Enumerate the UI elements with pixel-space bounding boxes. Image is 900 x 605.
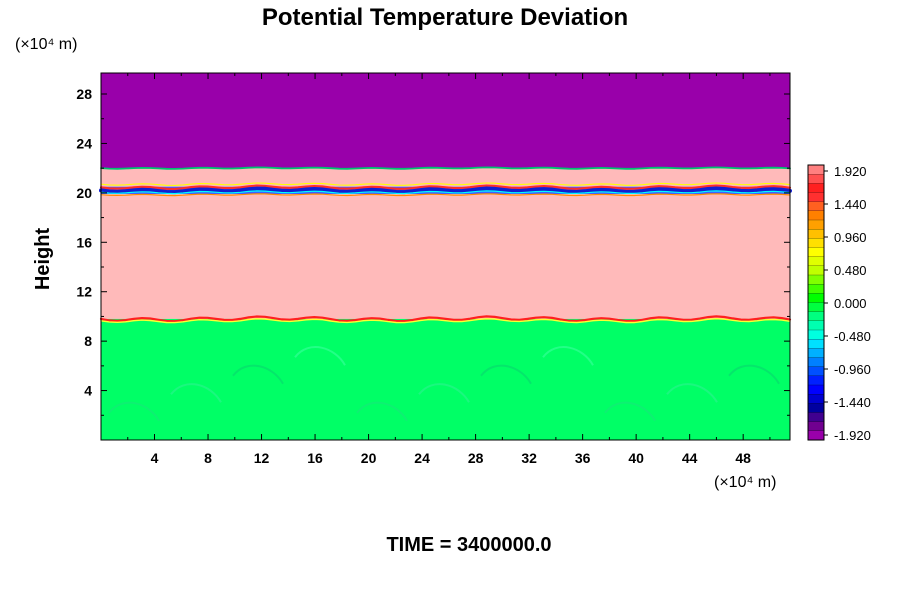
colorbar-segment [807,320,825,331]
lower-swirl-9 [604,401,656,422]
colorbar-segment [807,311,825,322]
lower-swirl-5 [356,401,408,422]
chart-title: Potential Temperature Deviation [262,4,628,31]
colorbar-segment [807,256,825,267]
x-tick-label: 32 [521,450,537,466]
x-tick-label: 12 [254,450,270,466]
lower-swirl-3 [232,364,284,385]
colorbar-segment [807,192,825,203]
lower-swirl-2 [170,383,222,403]
upper-blue-band [99,186,792,195]
x-tick-label: 28 [468,450,484,466]
y-tick-label: 8 [84,333,92,349]
colorbar-tick-label: 1.920 [834,164,867,179]
y-tick-label: 28 [76,86,92,102]
colorbar-segment [807,293,825,304]
plot-area [99,73,792,440]
colorbar-segment [807,375,825,386]
field-layer-upper-pink [101,168,790,187]
y-tick-label: 4 [84,383,92,399]
upper-orange-band [100,193,791,197]
colorbar-tick-label: -1.440 [834,395,871,410]
colorbar-segment [807,183,825,194]
lower-yellow-front [100,317,791,324]
lower-swirl-8 [542,346,594,366]
y-tick-label: 16 [76,234,92,250]
colorbar-segment [807,284,825,294]
field-layer-middle-pink [101,194,790,319]
colorbar-segment [807,201,825,212]
y-tick-label: 24 [76,135,92,151]
y-axis-unit-label: (×10⁴ m) [15,36,77,53]
colorbar-segment [807,339,825,349]
colorbar-segment [807,394,825,404]
colorbar-segment [807,274,825,285]
colorbar-segment [807,229,825,239]
colorbar-segment [807,247,825,258]
x-tick-label: 16 [307,450,323,466]
colorbar-tick-label: 0.480 [834,263,867,278]
colorbar-segment [807,302,825,313]
upper-yellow-band [100,182,791,186]
colorbar-segment [807,210,825,221]
field-layer-lower [101,318,790,440]
colorbar-tick-label: 0.000 [834,296,867,311]
colorbar-segment [807,384,825,395]
plot-frame [100,72,791,441]
upper-boundary-line [100,166,791,170]
colorbar-segment [807,421,825,432]
colorbar: 1.920 1.440 0.960 0.480 0.000 -0.480 -0.960 -1.… [807,164,871,443]
colorbar-segment [807,357,825,368]
colorbar-segment [807,329,825,340]
colorbar-tick-label: -0.480 [834,329,871,344]
lower-swirl-10 [666,383,718,403]
x-tick-label: 36 [575,450,591,466]
colorbar-segment [807,174,825,184]
x-tick-label: 4 [151,450,159,466]
x-tick-label: 48 [735,450,751,466]
upper-cyan-band [100,190,791,195]
x-tick-label: 40 [628,450,644,466]
x-tick-label: 20 [361,450,377,466]
x-tick-label: 24 [414,450,430,466]
x-tick-label: 44 [682,450,698,466]
y-tick-label: 12 [76,284,92,300]
x-axis-unit-label: (×10⁴ m) [714,474,776,491]
colorbar-tick-label: -0.960 [834,362,871,377]
upper-red-front [99,184,792,190]
colorbar-segment [807,348,825,359]
colorbar-tick-label: 1.440 [834,197,867,212]
lower-red-front [99,315,792,323]
y-axis-title: Height [32,228,54,291]
field-layer-upper [101,73,790,169]
colorbar-segment [807,238,825,249]
colorbar-segment [807,366,825,377]
lower-swirl-1 [108,401,160,422]
y-tick-label: 20 [76,185,92,201]
time-label: TIME = 3400000.0 [386,534,551,556]
x-tick-label: 8 [204,450,212,466]
lower-swirl-7 [480,364,532,385]
colorbar-segment [807,219,825,230]
colorbar-segment [807,430,825,441]
lower-swirl-4 [294,346,346,366]
colorbar-segment [807,164,825,175]
colorbar-tick-label: -1.920 [834,428,871,443]
colorbar-tick-label: 0.960 [834,230,867,245]
colorbar-segment [807,403,825,414]
colorbar-segment [807,265,825,276]
lower-swirl-6 [418,383,470,403]
colorbar-segment [807,412,825,423]
lower-swirl-11 [728,364,780,385]
